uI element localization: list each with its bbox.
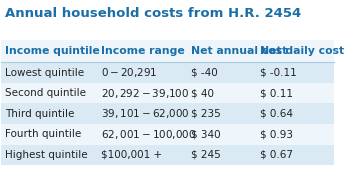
Text: Highest quintile: Highest quintile [5,150,87,160]
FancyBboxPatch shape [1,40,334,62]
Text: $ 235: $ 235 [191,109,221,119]
FancyBboxPatch shape [1,145,334,165]
FancyBboxPatch shape [1,83,334,104]
Text: Income range: Income range [101,46,185,56]
FancyBboxPatch shape [1,124,334,145]
Text: $ 0.67: $ 0.67 [261,150,294,160]
Text: Net annual cost: Net annual cost [191,46,287,56]
Text: $0-$20,291: $0-$20,291 [101,66,158,79]
Text: $ 0.93: $ 0.93 [261,129,294,139]
Text: $ 0.11: $ 0.11 [261,88,294,98]
Text: $ 0.64: $ 0.64 [261,109,294,119]
Text: $20,292- $39,100: $20,292- $39,100 [101,87,189,100]
Text: $39,101-$62,000: $39,101-$62,000 [101,107,190,120]
Text: Annual household costs from H.R. 2454: Annual household costs from H.R. 2454 [5,7,301,20]
Text: Net daily cost: Net daily cost [261,46,345,56]
Text: $ 245: $ 245 [191,150,221,160]
FancyBboxPatch shape [1,104,334,124]
FancyBboxPatch shape [1,62,334,83]
Text: Lowest quintile: Lowest quintile [5,68,84,78]
Text: $ -0.11: $ -0.11 [261,68,297,78]
Text: Third quintile: Third quintile [5,109,74,119]
Text: $ 40: $ 40 [191,88,214,98]
Text: $ -40: $ -40 [191,68,217,78]
Text: Fourth quintile: Fourth quintile [5,129,81,139]
Text: $100,001 +: $100,001 + [101,150,162,160]
Text: Income quintile: Income quintile [5,46,100,56]
Text: $ 340: $ 340 [191,129,220,139]
Text: Second quintile: Second quintile [5,88,86,98]
Text: $62,001-$100,000: $62,001-$100,000 [101,128,196,141]
